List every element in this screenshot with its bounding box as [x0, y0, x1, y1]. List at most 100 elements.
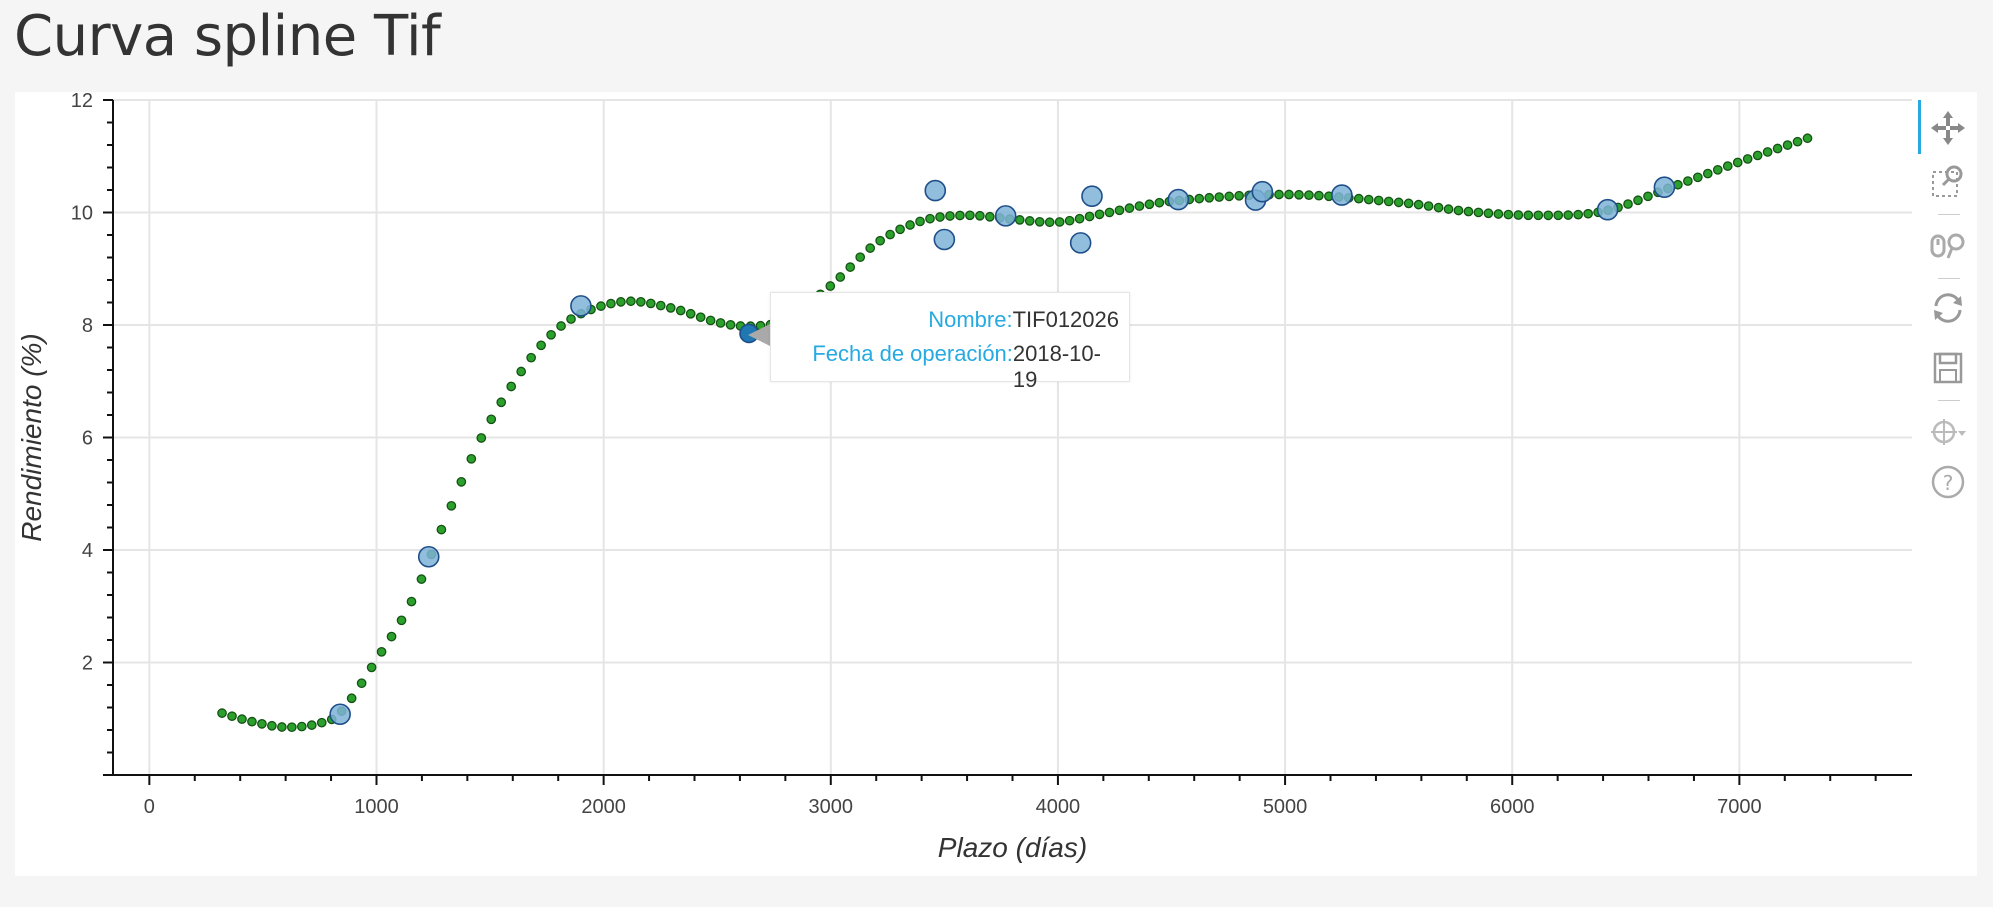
spline-point — [1124, 203, 1135, 213]
spline-point — [885, 229, 895, 240]
page-title: Curva spline Tif — [14, 4, 441, 69]
spline-point — [1772, 143, 1783, 154]
observed-point[interactable] — [1653, 176, 1676, 198]
spline-point — [865, 243, 876, 253]
spline-point — [506, 381, 517, 392]
spline-point — [715, 318, 726, 328]
spline-point — [685, 308, 696, 319]
x-tick-label: 6000 — [1490, 796, 1535, 818]
spline-point — [895, 224, 905, 235]
spline-point — [1503, 209, 1514, 220]
chart-svg[interactable]: 0 1000 2000 3000 4000 5000 6000 7000 2 4 6 8 10 12 Pl… — [15, 92, 1977, 876]
spline-point — [626, 296, 636, 307]
spline-point — [1134, 201, 1145, 211]
spline-point — [1054, 217, 1065, 227]
observed-point[interactable] — [570, 295, 592, 317]
spline-point — [1732, 157, 1743, 168]
x-tick-label: 7000 — [1717, 796, 1762, 818]
observed-point[interactable] — [924, 179, 947, 202]
toolbar-separator — [1938, 400, 1960, 401]
spline-point — [1423, 201, 1434, 211]
observed-point[interactable] — [1331, 184, 1353, 206]
observed-point[interactable] — [994, 205, 1017, 227]
spline-point — [1014, 215, 1025, 225]
x-tick-label: 3000 — [809, 796, 854, 818]
spline-point — [675, 305, 686, 316]
spline-point — [1692, 172, 1703, 183]
spline-point — [1683, 176, 1693, 186]
active-tool-indicator — [1918, 100, 1921, 154]
spline-point — [1453, 205, 1464, 216]
spline-point — [516, 366, 527, 377]
spline-point — [1024, 216, 1035, 226]
spline-point — [247, 716, 257, 727]
observed-point[interactable] — [1167, 188, 1190, 211]
plot-panel[interactable]: 0 1000 2000 3000 4000 5000 6000 7000 2 4 6 8 10 12 Pl… — [15, 92, 1977, 876]
spline-point — [416, 574, 427, 584]
spline-point — [1762, 147, 1773, 157]
spline-point — [1363, 194, 1374, 205]
spline-point — [1523, 210, 1534, 221]
spline-point — [376, 646, 387, 657]
x-tick-label: 0 — [144, 796, 155, 818]
x-tick-label: 2000 — [581, 796, 626, 818]
observed-point[interactable] — [1596, 198, 1619, 221]
x-tick-label: 4000 — [1036, 796, 1081, 818]
spline-point — [925, 213, 935, 224]
spline-point — [1234, 190, 1244, 201]
spline-point — [1433, 202, 1444, 213]
spline-point — [945, 211, 955, 221]
spline-point — [635, 297, 646, 307]
observed-point[interactable] — [417, 545, 440, 568]
spline-point — [436, 524, 447, 535]
spline-point — [1543, 210, 1554, 221]
spline-point — [1403, 198, 1414, 209]
spline-point — [396, 615, 407, 626]
save-tool-button[interactable] — [1928, 348, 1968, 388]
wheel-zoom-tool-button[interactable] — [1928, 226, 1968, 266]
observed-point[interactable] — [1069, 232, 1092, 254]
spline-point — [845, 262, 856, 272]
spline-point — [1792, 136, 1803, 147]
observed-point[interactable] — [329, 703, 351, 726]
help-tool-button[interactable]: ? — [1928, 462, 1968, 502]
spline-point — [227, 711, 237, 722]
observed-point[interactable] — [933, 228, 956, 251]
spline-point — [606, 298, 616, 309]
reset-icon — [1934, 293, 1962, 323]
spline-point — [257, 719, 267, 729]
spline-point — [1473, 207, 1484, 218]
spline-point — [1194, 193, 1205, 204]
spline-point — [1702, 168, 1713, 179]
spline-point — [1413, 199, 1424, 210]
spline-point — [267, 720, 277, 731]
observed-layer — [329, 176, 1676, 726]
spline-point — [1722, 161, 1733, 171]
spline-point — [1084, 211, 1095, 222]
spline-point — [486, 414, 497, 425]
spline-point — [935, 212, 945, 222]
observed-point[interactable] — [1081, 185, 1103, 207]
tooltip-name-value: TIF012026 — [1012, 307, 1119, 332]
spline-point — [825, 281, 836, 291]
observed-point[interactable] — [1251, 180, 1274, 203]
spline-point — [346, 693, 357, 704]
spline-point — [616, 297, 626, 307]
pan-tool-button[interactable] — [1928, 108, 1968, 148]
crosshair-tool-button[interactable] — [1928, 412, 1968, 452]
hover-tooltip: Nombre: TIF012026 Fecha de operación: 20… — [770, 292, 1130, 392]
spline-point — [955, 210, 965, 221]
tooltip-date-value: 2018-10-19 — [1012, 341, 1101, 392]
spline-point — [645, 298, 656, 309]
box-zoom-tool-button[interactable] — [1928, 162, 1968, 202]
spline-point — [1752, 150, 1763, 161]
spline-point — [1393, 197, 1404, 208]
spline-point — [1044, 217, 1055, 228]
spline-point — [1573, 209, 1584, 220]
spline-point — [1742, 154, 1753, 164]
spline-point — [1373, 195, 1384, 206]
spline-point — [406, 596, 417, 607]
save-icon — [1933, 352, 1963, 384]
spline-point — [277, 722, 287, 732]
reset-tool-button[interactable] — [1928, 288, 1968, 328]
